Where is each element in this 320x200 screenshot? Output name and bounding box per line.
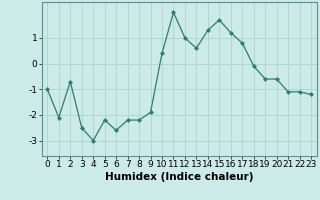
- X-axis label: Humidex (Indice chaleur): Humidex (Indice chaleur): [105, 172, 253, 182]
